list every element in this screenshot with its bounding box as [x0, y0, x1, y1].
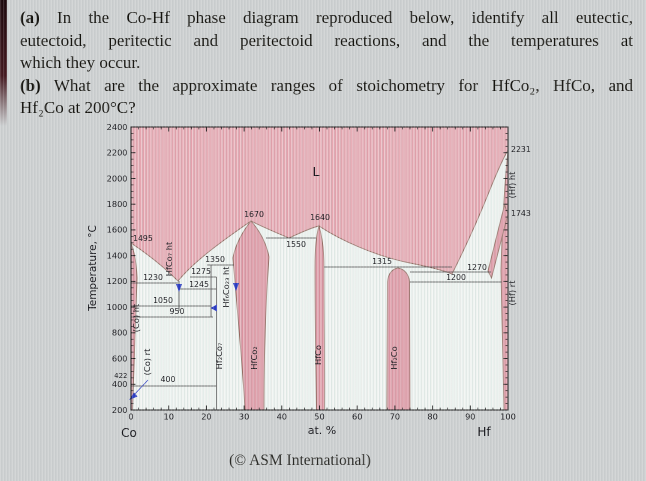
- x-axis-co-label: Co: [121, 426, 137, 440]
- phase-label: (Co) ht: [131, 303, 141, 332]
- x-axis-title: at. %: [308, 424, 337, 437]
- phase-label: HfCo₇ ht: [164, 241, 174, 276]
- y-tick-label: 1200: [107, 276, 128, 286]
- question-line: Hf₂Co at 200°C?: [20, 98, 136, 117]
- phase-label: HfCo: [313, 345, 323, 365]
- temperature-label-1550: 1550: [286, 240, 306, 249]
- x-tick-label: 40: [277, 412, 287, 422]
- temperature-label-1245: 1245: [189, 280, 209, 289]
- temperature-label-1275: 1275: [191, 267, 211, 276]
- x-tick-label: 90: [465, 412, 475, 422]
- y-tick-label: 2000: [107, 173, 128, 183]
- phase-label: Hf₂Co₇: [214, 343, 224, 370]
- y-tick-label: 1600: [107, 225, 128, 235]
- temperature-label-950: 950: [170, 307, 185, 316]
- question-part-label: (b): [20, 75, 41, 95]
- leader-line: [132, 379, 149, 397]
- question-line: which they occur.: [20, 53, 141, 72]
- y-tick-label: 200: [112, 405, 128, 415]
- temperature-label-1270: 1270: [467, 263, 487, 272]
- blue-arrow-marker: [233, 283, 239, 291]
- x-tick-label: 30: [239, 412, 249, 422]
- question-part-label: (a): [20, 8, 40, 27]
- x-tick-label: 20: [201, 412, 211, 422]
- x-tick-label: 10: [163, 412, 173, 422]
- temperature-label-1670: 1670: [244, 210, 264, 219]
- y-tick-label: 1400: [107, 250, 128, 260]
- phase-label: (Hf) rt: [507, 280, 517, 306]
- y-tick-label: 1800: [107, 199, 128, 209]
- y-tick-label: 1000: [107, 302, 128, 312]
- phase-label: Hf₂Co: [389, 346, 399, 369]
- y-axis-title: Temperature, °C: [87, 225, 99, 312]
- x-tick-label: 60: [352, 412, 362, 422]
- temperature-label-1230: 1230: [143, 273, 163, 282]
- phase-label: (Hf) ht: [507, 171, 517, 199]
- x-tick-label: 70: [390, 412, 400, 422]
- question-line: eutectoid, peritectic and peritectoid re…: [20, 30, 633, 50]
- copyright-caption: (© ASM International): [229, 452, 371, 469]
- x-tick-label: 50: [314, 412, 324, 422]
- question-line: (a) In the Co-Hf phase diagram reproduce…: [20, 8, 633, 27]
- temperature-label-400: 400: [161, 375, 176, 384]
- y-extra-label-422: 422: [114, 372, 127, 380]
- y-tick-label: 2400: [107, 122, 128, 132]
- photo-edge-shadow: [0, 0, 7, 126]
- temperature-label-1640: 1640: [310, 213, 330, 222]
- question-line: (b) What are the approximate ranges of s…: [20, 75, 633, 95]
- liquid-region-label: L: [313, 164, 320, 179]
- y-tick-label: 800: [112, 328, 128, 338]
- y-tick-label: 2200: [107, 148, 128, 158]
- temperature-label-2231: 2231: [511, 145, 531, 154]
- phase-label: Hf₆Co₂₃ ht: [221, 266, 231, 308]
- blue-arrow-marker: [210, 304, 217, 312]
- x-tick-label: 100: [500, 412, 516, 422]
- temperature-label-1050: 1050: [153, 296, 173, 305]
- y-tick-label: 600: [112, 353, 128, 363]
- temperature-label-1743: 1743: [511, 209, 531, 218]
- x-axis-hf-label: Hf: [477, 425, 491, 439]
- temperature-label-1350: 1350: [205, 255, 225, 264]
- blue-arrow-marker: [176, 284, 182, 292]
- temperature-label-1495: 1495: [133, 234, 153, 243]
- moire-overlay: [131, 127, 508, 410]
- y-tick-label: 400: [112, 379, 128, 389]
- temperature-label-1200: 1200: [446, 273, 466, 282]
- phase-label: (Co) rt: [142, 348, 152, 375]
- plot-frame: [130, 126, 509, 411]
- question-text: (a) In the Co-Hf phase diagram reproduce…: [20, 7, 633, 120]
- x-tick-label: 80: [427, 412, 437, 422]
- temperature-label-1315: 1315: [372, 257, 392, 266]
- x-tick-label: 0: [128, 412, 133, 422]
- phase-label: HfCo₂: [249, 346, 259, 369]
